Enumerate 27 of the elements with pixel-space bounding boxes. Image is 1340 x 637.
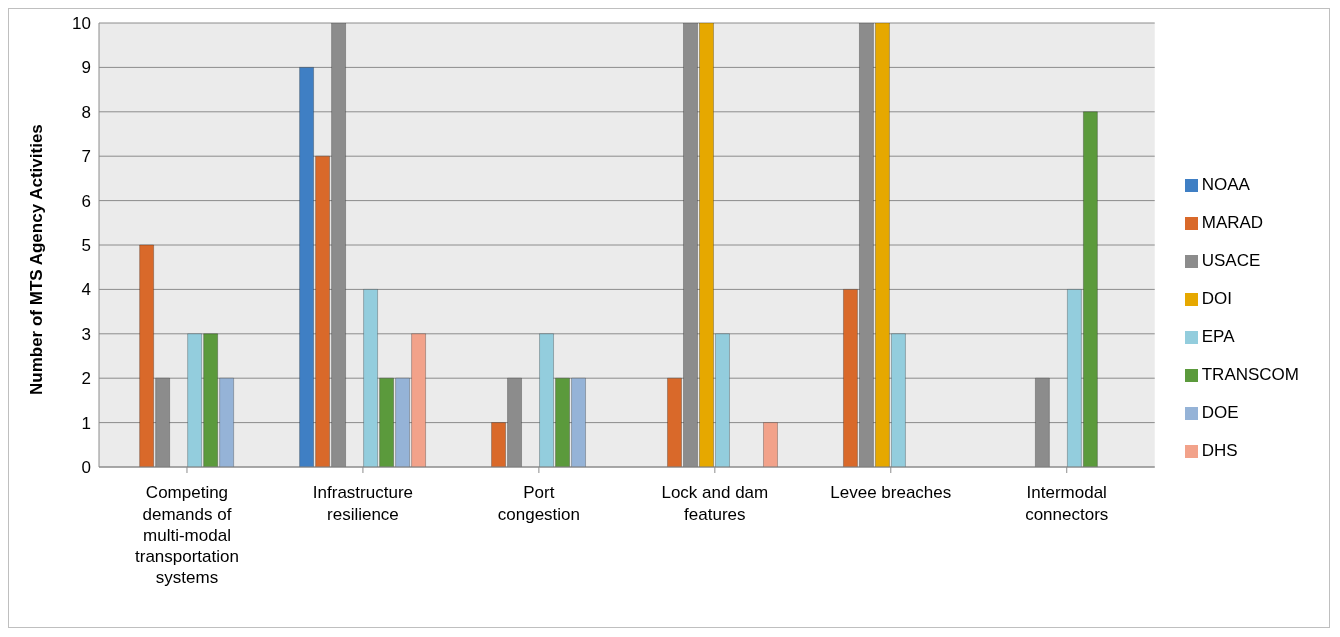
- y-tick-label: 1: [81, 413, 91, 433]
- x-tick-label: Intermodal connectors: [1025, 483, 1109, 524]
- legend-label: NOAA: [1201, 175, 1250, 194]
- y-tick-label: 7: [81, 147, 91, 167]
- y-tick-label: 4: [81, 280, 91, 300]
- y-tick-label: 8: [81, 102, 91, 122]
- legend-label: DOE: [1201, 403, 1239, 422]
- legend-label: USACE: [1201, 251, 1261, 270]
- y-tick-label: 2: [81, 369, 91, 389]
- y-tick-label: 0: [81, 458, 91, 478]
- legend-label: DHS: [1201, 441, 1238, 460]
- y-tick-label: 6: [81, 191, 91, 211]
- x-tick-label: Lock and dam features: [661, 483, 769, 524]
- x-tick-label: Levee breaches: [830, 483, 952, 503]
- x-tick-label: Competing demands of multi-modal transportation systems: [135, 483, 239, 588]
- y-tick-label: 9: [81, 58, 91, 78]
- x-tick-label: Infrastructure resilience: [312, 483, 414, 524]
- legend-label: DOI: [1201, 289, 1232, 308]
- y-tick-label: 10: [72, 14, 91, 34]
- y-axis-title: Number of MTS Agency Activities: [27, 124, 47, 395]
- bar: [762, 422, 778, 467]
- legend-label: MARAD: [1201, 213, 1264, 232]
- legend-label: EPA: [1201, 327, 1235, 346]
- x-tick-label: Port congestion: [497, 483, 580, 524]
- legend-label: TRANSCOM: [1201, 365, 1299, 384]
- y-tick-label: 3: [81, 324, 91, 344]
- y-tick-label: 5: [81, 236, 91, 256]
